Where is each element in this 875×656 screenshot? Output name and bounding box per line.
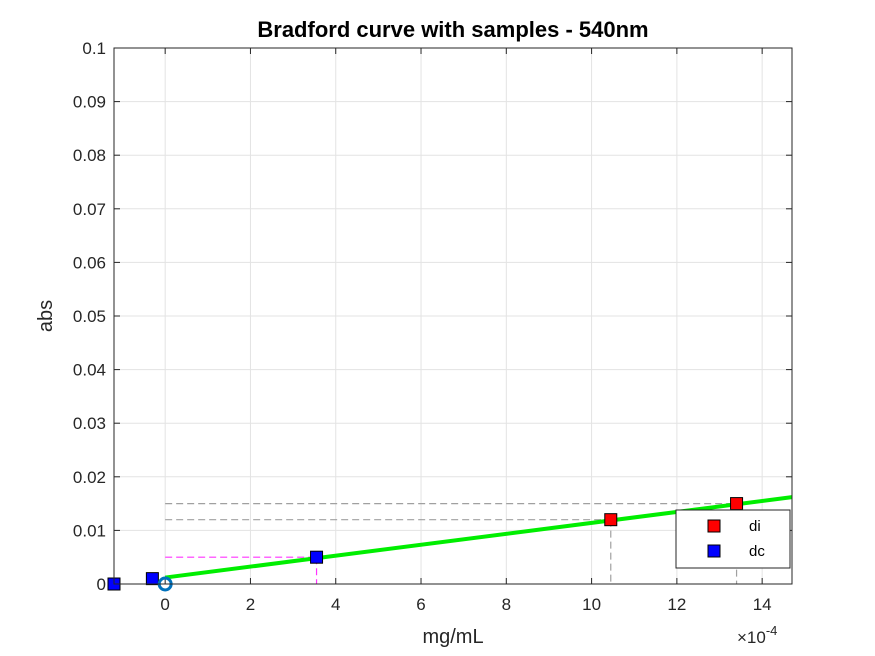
x-exponent-label: ×10-4 (737, 623, 777, 647)
x-tick-label: 4 (331, 595, 340, 614)
data-point-dc (310, 550, 324, 564)
data-point-di (604, 513, 618, 527)
data-point-dc (145, 572, 159, 586)
y-tick-label: 0 (97, 575, 106, 594)
x-tick-label: 2 (246, 595, 255, 614)
y-tick-labels: 0 0.01 0.02 0.03 0.04 0.05 0.06 0.07 0.08 0.09 0.1 (73, 39, 106, 594)
legend-label-dc: dc (749, 543, 765, 560)
y-tick-label: 0.1 (82, 39, 106, 58)
y-tick-label: 0.01 (73, 521, 106, 540)
y-tick-label: 0.09 (73, 93, 106, 112)
y-tick-label: 0.03 (73, 414, 106, 433)
grid-lines (114, 47, 792, 585)
y-tick-label: 0.05 (73, 307, 106, 326)
y-tick-label: 0.08 (73, 146, 106, 165)
x-axis-label: mg/mL (422, 626, 483, 648)
chart-title: Bradford curve with samples - 540nm (257, 17, 648, 42)
legend-marker-di (707, 519, 721, 533)
y-tick-label: 0.06 (73, 253, 106, 272)
x-exponent-power: -4 (766, 623, 778, 638)
x-tick-label: 12 (667, 595, 686, 614)
x-exponent-base: ×10 (737, 628, 766, 647)
legend-box (675, 509, 791, 569)
data-point-di (730, 497, 744, 511)
legend-marker-dc (707, 544, 721, 558)
plot-frame (113, 47, 793, 585)
x-tick-label: 14 (753, 595, 772, 614)
x-tick-labels: 0 2 4 6 8 10 12 14 (160, 595, 771, 614)
y-tick-label: 0.07 (73, 200, 106, 219)
legend: di dc (675, 509, 791, 569)
x-tick-label: 0 (160, 595, 169, 614)
x-tick-label: 8 (502, 595, 511, 614)
y-tick-label: 0.04 (73, 361, 106, 380)
y-axis-label: abs (35, 300, 57, 332)
x-tick-label: 10 (582, 595, 601, 614)
legend-label-di: di (749, 518, 761, 535)
y-tick-label: 0.02 (73, 468, 106, 487)
x-tick-label: 6 (416, 595, 425, 614)
